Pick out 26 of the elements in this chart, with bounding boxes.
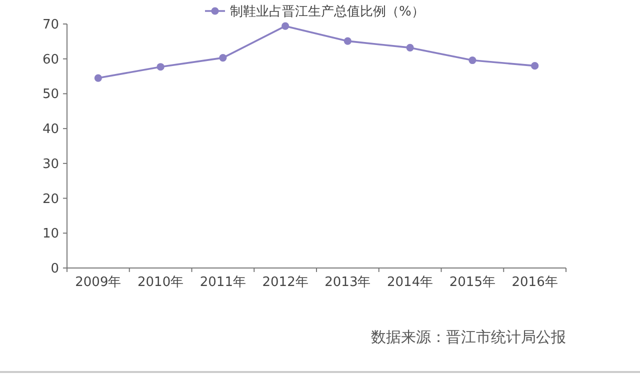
point bbox=[156, 63, 164, 71]
point bbox=[531, 62, 539, 70]
y-tick-label: 10 bbox=[42, 226, 59, 242]
y-tick-label: 40 bbox=[42, 122, 59, 138]
x-tick-label: 2009年 bbox=[75, 275, 122, 290]
x-tick-label: 2012年 bbox=[262, 275, 308, 290]
y-tick-label: 60 bbox=[42, 52, 59, 68]
y-tick-label: 50 bbox=[42, 87, 59, 102]
y-tick-label: 20 bbox=[42, 192, 59, 207]
legend-label: 制鞋业占晋江生产总值比例（%） bbox=[230, 4, 424, 20]
point bbox=[344, 37, 352, 45]
x-tick-label: 2014年 bbox=[387, 275, 434, 290]
point bbox=[94, 74, 102, 82]
point bbox=[282, 22, 290, 30]
source-note: 数据来源：晋江市统计局公报 bbox=[371, 328, 566, 346]
x-tick-label: 2011年 bbox=[200, 275, 246, 290]
point bbox=[468, 56, 476, 64]
y-tick-label: 30 bbox=[42, 156, 59, 172]
point bbox=[406, 44, 414, 52]
x-tick-label: 2010年 bbox=[138, 275, 184, 290]
x-tick-label: 2013年 bbox=[324, 275, 371, 290]
y-tick-label: 0 bbox=[50, 262, 59, 276]
y-tick-label: 70 bbox=[42, 18, 59, 32]
point bbox=[219, 54, 227, 62]
x-tick-label: 2016年 bbox=[512, 275, 558, 290]
x-tick-label: 2015年 bbox=[449, 275, 496, 290]
